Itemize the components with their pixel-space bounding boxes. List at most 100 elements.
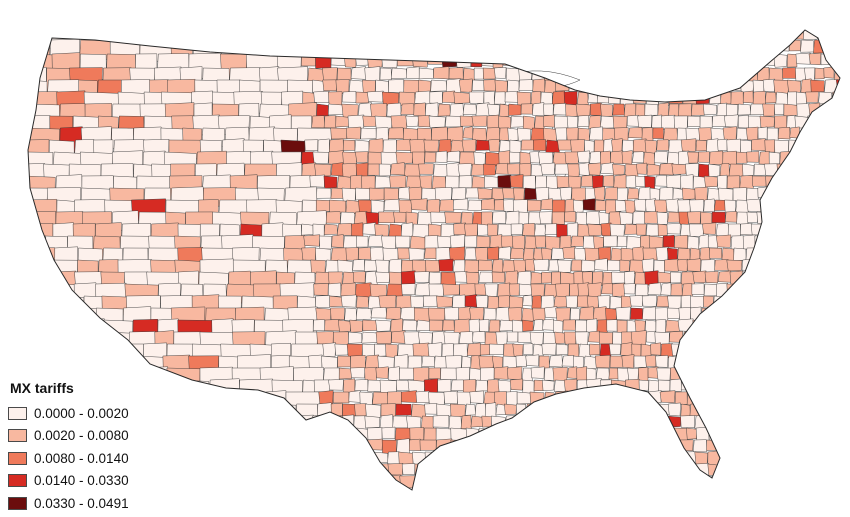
legend-swatch: [8, 474, 27, 488]
county: [365, 38, 381, 53]
county: [540, 198, 554, 211]
county: [429, 91, 443, 104]
county: [756, 367, 772, 382]
county: [265, 30, 294, 50]
legend-label: 0.0330 - 0.0491: [34, 495, 129, 511]
county: [309, 174, 325, 188]
county: [661, 475, 674, 489]
county: [372, 391, 389, 405]
county: [437, 379, 452, 393]
county: [565, 295, 578, 308]
county: [598, 403, 611, 417]
county: [752, 79, 765, 93]
county: [398, 451, 414, 466]
county: [401, 390, 417, 403]
county: [498, 115, 511, 130]
county: [301, 223, 314, 236]
county: [713, 199, 727, 211]
county: [336, 175, 352, 190]
county: [488, 427, 501, 440]
county: [828, 403, 840, 416]
county: [568, 52, 581, 67]
county: [709, 391, 721, 406]
county: [739, 391, 752, 404]
county: [809, 139, 823, 153]
county: [643, 403, 659, 416]
county: [704, 67, 720, 82]
county: [624, 223, 638, 235]
county: [538, 151, 554, 165]
county: [541, 271, 552, 284]
county: [454, 271, 468, 283]
county: [502, 187, 515, 199]
county: [775, 295, 789, 308]
county: [795, 52, 811, 65]
county: [343, 235, 358, 249]
county: [427, 53, 443, 65]
county: [478, 271, 494, 283]
county: [387, 487, 404, 490]
county: [445, 115, 462, 128]
county: [621, 354, 635, 369]
county: [598, 211, 610, 225]
county: [677, 247, 691, 261]
county: [445, 463, 462, 476]
county: [749, 103, 765, 116]
county: [576, 91, 589, 106]
county: [593, 415, 605, 428]
county: [487, 223, 498, 237]
county: [718, 463, 731, 476]
county: [823, 451, 836, 464]
county: [570, 235, 584, 247]
county: [350, 355, 366, 370]
legend-swatch: [8, 429, 27, 443]
county: [798, 283, 813, 299]
county: [548, 354, 563, 368]
county: [338, 367, 352, 380]
county: [364, 463, 377, 476]
legend-label: 0.0080 - 0.0140: [34, 450, 129, 466]
county: [474, 283, 487, 296]
county: [493, 366, 509, 380]
county: [468, 487, 480, 490]
county: [807, 378, 821, 394]
county: [347, 114, 365, 129]
county: [395, 403, 412, 416]
county: [840, 26, 850, 38]
county: [501, 30, 517, 39]
county: [742, 90, 754, 104]
county: [683, 463, 697, 475]
county: [574, 486, 585, 490]
county: [786, 53, 798, 68]
county: [364, 66, 381, 83]
county: [633, 355, 647, 368]
county: [428, 474, 444, 490]
county: [499, 486, 513, 490]
county: [222, 427, 249, 448]
county: [843, 380, 850, 392]
county: [331, 487, 346, 490]
county: [249, 450, 269, 473]
county: [587, 223, 603, 237]
county: [609, 295, 622, 310]
county: [481, 415, 492, 428]
county: [615, 427, 630, 440]
county: [619, 259, 630, 272]
county: [787, 451, 802, 465]
county: [785, 271, 800, 284]
county: [319, 235, 332, 250]
county: [666, 223, 681, 235]
county: [429, 487, 442, 490]
county: [312, 79, 325, 93]
county: [456, 391, 471, 406]
county: [461, 355, 472, 370]
county: [672, 187, 684, 200]
county: [577, 150, 590, 164]
county: [628, 78, 639, 92]
county: [330, 187, 344, 199]
county: [362, 319, 378, 331]
map-legend: MX tariffs 0.0000 - 0.0020 0.0020 - 0.00…: [8, 380, 183, 515]
county: [458, 306, 472, 322]
county: [674, 234, 688, 249]
county: [316, 187, 332, 199]
